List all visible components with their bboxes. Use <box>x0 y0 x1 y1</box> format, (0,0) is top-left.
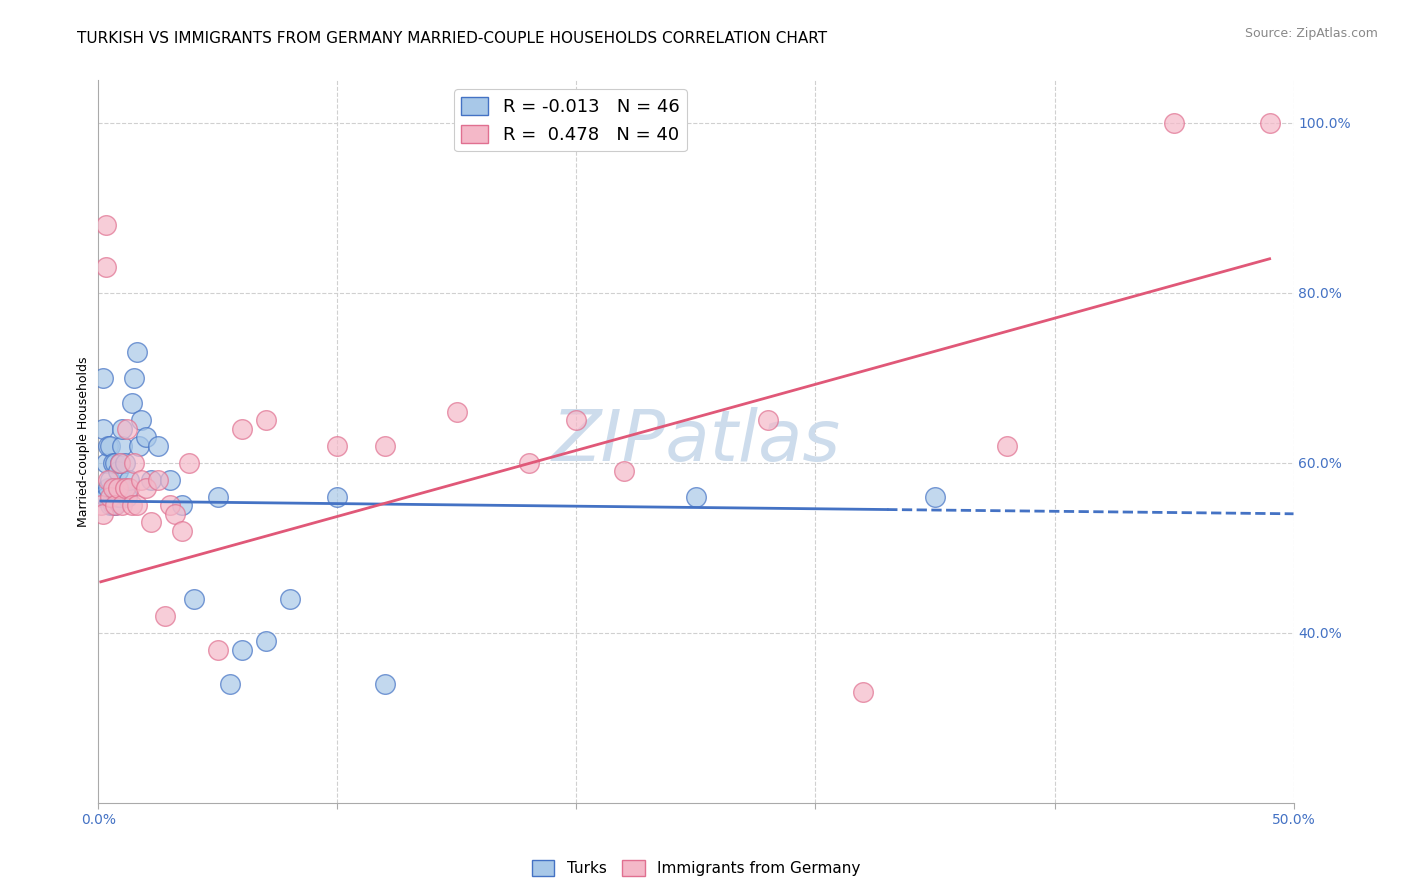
Point <box>125 498 148 512</box>
Point <box>139 516 162 530</box>
Y-axis label: Married-couple Households: Married-couple Households <box>77 356 90 527</box>
Point <box>118 481 141 495</box>
Point <box>108 490 131 504</box>
Point <box>111 498 134 512</box>
Point <box>108 456 131 470</box>
Point <box>179 456 201 470</box>
Point <box>852 685 875 699</box>
Point <box>207 642 229 657</box>
Point <box>231 642 253 657</box>
Point <box>148 439 170 453</box>
Point <box>183 591 205 606</box>
Point <box>1258 116 1281 130</box>
Point <box>163 507 186 521</box>
Point <box>94 456 117 470</box>
Point <box>94 490 117 504</box>
Point <box>155 608 177 623</box>
Legend: Turks, Immigrants from Germany: Turks, Immigrants from Germany <box>526 854 866 882</box>
Point <box>97 481 120 495</box>
Point <box>108 456 131 470</box>
Point <box>104 498 127 512</box>
Point <box>172 524 194 538</box>
Point <box>107 481 129 495</box>
Point <box>135 481 157 495</box>
Point <box>104 456 127 470</box>
Point <box>98 490 122 504</box>
Point <box>159 498 181 512</box>
Point <box>101 498 124 512</box>
Point <box>111 422 134 436</box>
Point <box>118 473 141 487</box>
Point <box>565 413 588 427</box>
Point <box>114 456 136 470</box>
Point <box>231 422 253 436</box>
Point <box>94 218 117 232</box>
Point <box>121 498 143 512</box>
Point <box>172 498 194 512</box>
Point <box>107 464 129 478</box>
Point <box>326 439 349 453</box>
Point <box>104 481 127 495</box>
Point <box>115 422 138 436</box>
Point <box>924 490 946 504</box>
Point <box>131 473 153 487</box>
Point <box>613 464 636 478</box>
Point <box>90 498 112 512</box>
Point <box>446 405 468 419</box>
Text: TURKISH VS IMMIGRANTS FROM GERMANY MARRIED-COUPLE HOUSEHOLDS CORRELATION CHART: TURKISH VS IMMIGRANTS FROM GERMANY MARRI… <box>77 31 828 46</box>
Point <box>114 481 136 495</box>
Point <box>685 490 707 504</box>
Point <box>90 490 112 504</box>
Point <box>91 422 114 436</box>
Point <box>101 456 124 470</box>
Point <box>91 371 114 385</box>
Point <box>91 507 114 521</box>
Point <box>124 371 146 385</box>
Point <box>125 345 148 359</box>
Point <box>148 473 170 487</box>
Text: Source: ZipAtlas.com: Source: ZipAtlas.com <box>1244 27 1378 40</box>
Point <box>111 439 134 453</box>
Point <box>115 490 138 504</box>
Point <box>98 498 122 512</box>
Point <box>114 481 136 495</box>
Point <box>94 260 117 275</box>
Point <box>107 490 129 504</box>
Point <box>111 481 134 495</box>
Point <box>254 634 277 648</box>
Point <box>219 677 242 691</box>
Point <box>159 473 181 487</box>
Point <box>517 456 540 470</box>
Point <box>254 413 277 427</box>
Point <box>98 439 122 453</box>
Point <box>131 413 153 427</box>
Point <box>121 396 143 410</box>
Point <box>756 413 779 427</box>
Point <box>97 473 120 487</box>
Point <box>139 473 162 487</box>
Point <box>326 490 349 504</box>
Point <box>995 439 1018 453</box>
Point <box>135 430 157 444</box>
Point <box>101 481 124 495</box>
Point <box>128 439 150 453</box>
Point <box>278 591 301 606</box>
Point <box>374 677 396 691</box>
Point <box>207 490 229 504</box>
Point <box>124 456 146 470</box>
Point <box>97 439 120 453</box>
Text: ZIPatlas: ZIPatlas <box>551 407 841 476</box>
Point <box>104 498 127 512</box>
Point <box>98 473 122 487</box>
Point <box>374 439 396 453</box>
Point <box>1163 116 1185 130</box>
